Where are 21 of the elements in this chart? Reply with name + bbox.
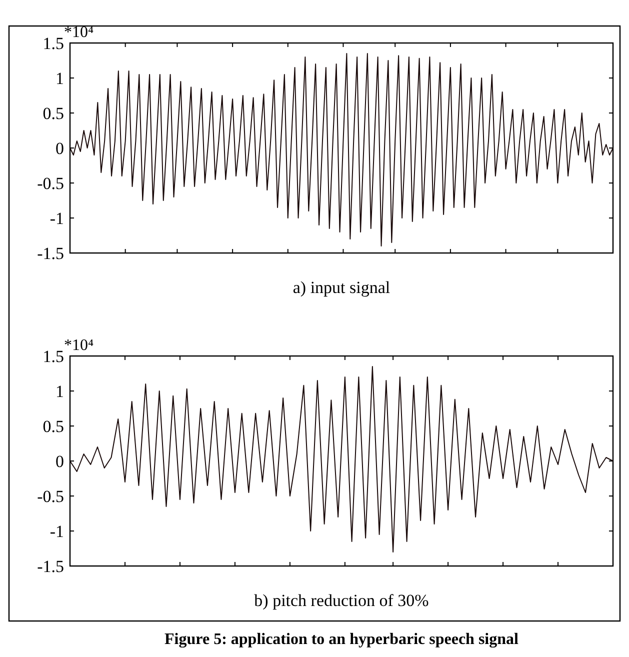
y-tick-label: -1.5 [37,556,64,576]
x-axis-title: a) input signal [292,278,390,297]
y-tick-label: 0 [56,452,64,471]
y-tick-label: -1 [50,208,64,228]
y-tick-label: 0 [56,138,64,158]
y-tick-label: 1.5 [42,346,64,366]
y-tick-label: -1.5 [37,244,64,263]
y-axis-title: *10⁴ [64,24,94,41]
line-series [70,366,614,552]
x-axis-title: b) pitch reduction of 30% [254,591,429,610]
y-tick-label: 1 [56,68,64,88]
caption: Figure 5: application to an hyperbaric speech signal [164,631,520,648]
y-tick-label: -0.5 [37,486,64,506]
y-tick-label: 0.5 [42,416,64,436]
line-series [70,53,614,246]
y-tick-label: -0.5 [37,174,64,193]
y-tick-label: -1 [50,522,64,541]
y-tick-label: 1 [56,382,64,401]
y-axis-title: *10⁴ [64,337,94,354]
y-tick-label: 0.5 [42,104,64,123]
y-tick-label: 1.5 [42,34,64,53]
